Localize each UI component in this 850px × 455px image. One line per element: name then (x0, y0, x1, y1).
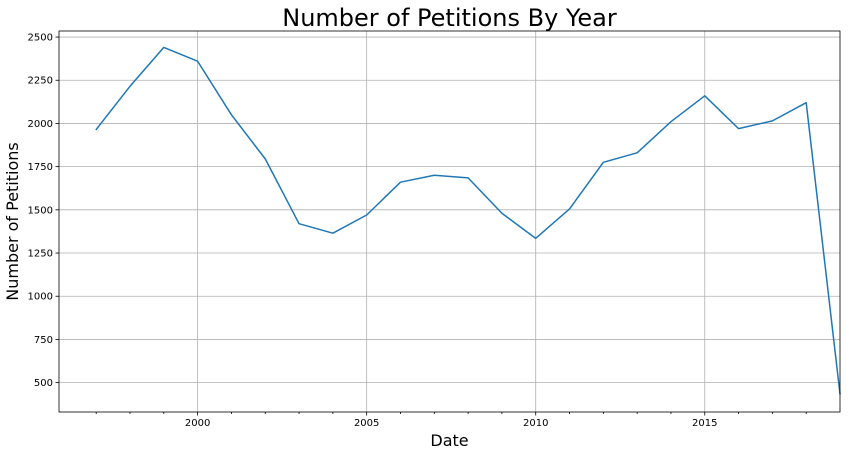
y-tick-label: 2000 (28, 119, 53, 130)
series-group (95, 46, 841, 395)
y-tick-label: 500 (34, 378, 53, 389)
y-axis-label: Number of Petitions (3, 142, 22, 301)
plot-frame (58, 30, 841, 413)
y-tick-label: 750 (34, 335, 53, 346)
series-line (95, 46, 841, 395)
grid (59, 31, 840, 412)
x-tick-label: 2015 (692, 418, 717, 429)
y-tick-label: 1500 (28, 205, 53, 216)
chart-title: Number of Petitions By Year (282, 4, 617, 32)
y-tick-label: 2500 (28, 33, 53, 44)
y-tick-label: 2250 (28, 76, 53, 87)
x-tick-label: 2010 (523, 418, 548, 429)
ticks: 500 750 1000 1250 1500 1750 2000 2250 2500 2000 20… (28, 33, 807, 429)
y-tick-label: 1000 (28, 292, 53, 303)
x-axis-label: Date (430, 431, 468, 450)
y-tick-label: 1750 (28, 162, 53, 173)
x-tick-label: 2000 (185, 418, 210, 429)
y-tick-label: 1250 (28, 249, 53, 260)
x-tick-label: 2005 (354, 418, 379, 429)
